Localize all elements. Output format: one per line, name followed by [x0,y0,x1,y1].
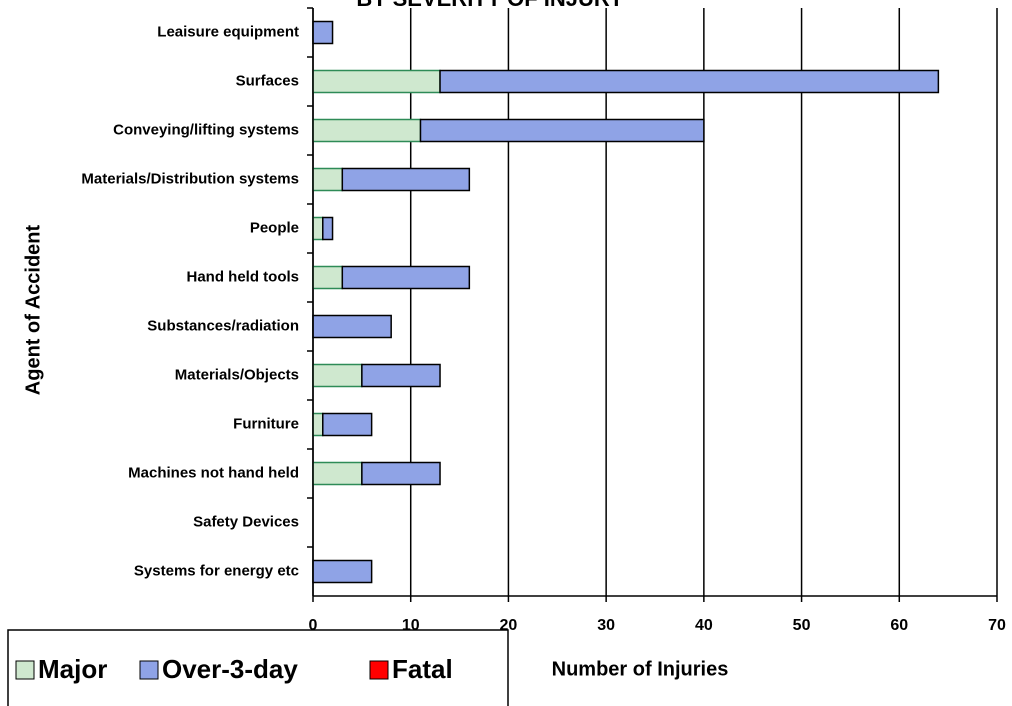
bar-segment [322,216,334,241]
bar-segment [341,167,471,192]
y-tick-label: Materials/Objects [175,366,299,383]
x-tick-label: 30 [597,617,615,634]
bar-segment [312,216,324,241]
y-tick-label: Conveying/lifting systems [113,121,299,138]
bar-segment [312,314,392,339]
y-tick-label: Furniture [233,415,299,432]
y-tick-label: Machines not hand held [128,464,299,481]
x-tick-label: 50 [793,617,811,634]
x-tick-label: 0 [309,617,318,634]
y-tick-label: Leaisure equipment [157,23,299,40]
legend-label: Major [38,654,107,684]
legend-label: Fatal [392,654,453,684]
x-tick-label: 10 [402,617,420,634]
y-axis-label: Agent of Accident [22,224,44,395]
x-axis-label: Number of Injuries [552,658,729,680]
x-tick-label: 70 [988,617,1006,634]
bar-segment [312,363,363,388]
bar-segment [361,363,441,388]
x-tick-label: 20 [500,617,518,634]
bar-segment [361,461,441,486]
x-tick-label: 60 [890,617,908,634]
bar-segment [419,118,705,143]
bar-segment [312,412,324,437]
bar-segment [341,265,471,290]
y-tick-label: People [250,219,299,236]
bar-segment [439,69,940,94]
x-tick-label: 40 [695,617,713,634]
bar-segment [312,118,422,143]
bar-segment [312,265,344,290]
y-tick-label: Systems for energy etc [134,562,299,579]
bar-segment [312,69,441,94]
bar-segment [312,20,334,45]
bar-segment [312,559,373,584]
chart-title: BY SEVERITY OF INJURY [356,0,624,11]
bar-segment [322,412,373,437]
y-tick-label: Safety Devices [193,513,299,530]
legend-swatch [369,660,389,680]
legend-swatch [15,660,35,680]
y-tick-label: Hand held tools [187,268,300,285]
bar-segment [312,167,344,192]
legend-label: Over-3-day [162,654,298,684]
legend-box [7,629,509,706]
y-tick-label: Materials/Distribution systems [81,170,299,187]
bar-segment [312,461,363,486]
legend-swatch [139,660,159,680]
y-tick-label: Substances/radiation [147,317,299,334]
y-tick-label: Surfaces [236,72,299,89]
